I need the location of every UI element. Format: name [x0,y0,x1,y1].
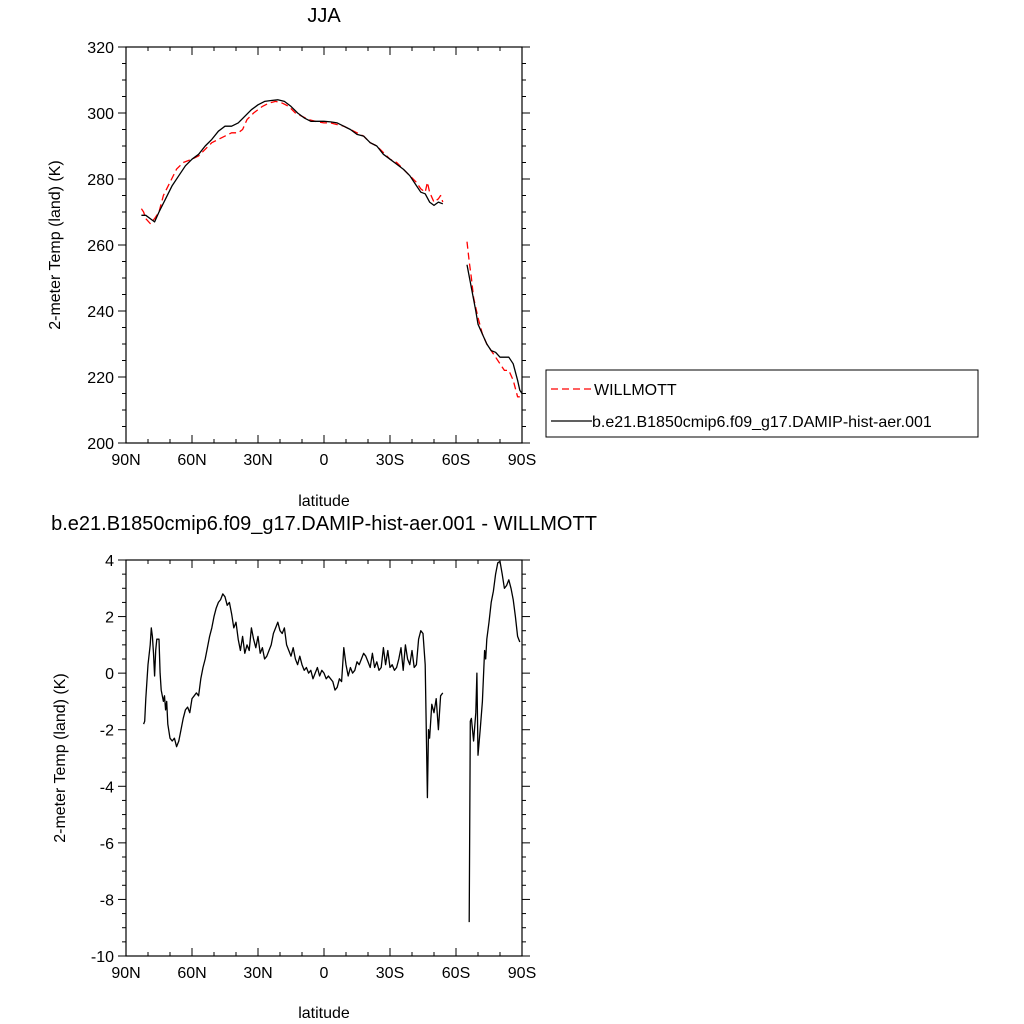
top-chart-y-tick-label: 260 [87,238,114,255]
bottom-chart: b.e21.B1850cmip6.f09_g17.DAMIP-hist-aer.… [51,513,597,1022]
top-chart-x-tick-label: 0 [320,452,329,469]
top-chart-x-tick-label: 30S [376,452,404,469]
top-chart-y-tick-label: 220 [87,370,114,387]
bottom-chart-x-tick-label: 90S [508,965,536,982]
bottom-chart-x-tick-label: 90N [111,965,140,982]
bottom-chart-y-tick-label: 0 [105,666,114,683]
bottom-chart-y-tick-label: -10 [91,949,114,966]
top-chart-series-1-line-segment-1 [466,264,523,394]
bottom-chart-series-0-line-segment-1 [468,560,521,923]
top-chart: JJA 90N 60N 30N 0 30S 60S 90S 200 220 240 260 280 30… [47,5,979,510]
bottom-chart-x-tick-label: 60N [177,965,206,982]
bottom-chart-x-tick-label: 60S [442,965,470,982]
top-chart-ticks: 90N 60N 30N 0 30S 60S 90S 200 220 240 260 280 300 320 [87,40,536,469]
bottom-chart-x-tick-label: 30S [376,965,404,982]
bottom-chart-title: b.e21.B1850cmip6.f09_g17.DAMIP-hist-aer.… [51,513,597,535]
legend-label-model: b.e21.B1850cmip6.f09_g17.DAMIP-hist-aer.… [592,414,932,431]
bottom-chart-y-tick-label: -4 [100,779,114,796]
bottom-chart-y-tick-label: -8 [100,892,114,909]
top-chart-y-tick-label: 240 [87,304,114,321]
top-chart-x-tick-label: 30N [243,452,272,469]
bottom-chart-y-tick-label: -6 [100,836,114,853]
bottom-chart-y-tick-label: 2 [105,610,114,627]
legend-label-willmott: WILLMOTT [594,382,677,399]
bottom-chart-y-tick-label: 4 [105,553,114,570]
top-chart-title: JJA [307,5,341,27]
bottom-chart-series [142,560,521,923]
top-chart-series [140,99,523,398]
top-chart-x-tick-label: 60N [177,452,206,469]
top-chart-x-tick-label: 60S [442,452,470,469]
top-chart-frame [125,46,523,444]
bottom-chart-x-tick-label: 0 [320,965,329,982]
legend-box [545,369,979,438]
top-chart-series-0-line-segment-1 [466,241,520,398]
top-chart-x-tick-label: 90N [111,452,140,469]
bottom-chart-x-tick-label: 30N [243,965,272,982]
top-chart-x-tick-label: 90S [508,452,536,469]
bottom-chart-y-tick-label: -2 [100,723,114,740]
bottom-chart-x-axis-label: latitude [298,1005,350,1022]
top-chart-x-axis-label: latitude [298,493,350,510]
top-chart-y-axis-label: 2-meter Temp (land) (K) [47,160,64,330]
top-chart-y-tick-label: 320 [87,40,114,57]
top-chart-series-1-line-segment-0 [141,99,444,223]
top-chart-y-tick-label: 280 [87,172,114,189]
top-chart-y-tick-label: 200 [87,436,114,453]
bottom-chart-frame [125,559,523,957]
bottom-chart-y-axis-label: 2-meter Temp (land) (K) [52,673,69,843]
top-chart-series-0-line-segment-0 [140,100,444,225]
top-chart-y-tick-label: 300 [87,106,114,123]
bottom-chart-series-0-line-segment-0 [142,593,444,799]
legend: WILLMOTT b.e21.B1850cmip6.f09_g17.DAMIP-… [545,369,979,438]
